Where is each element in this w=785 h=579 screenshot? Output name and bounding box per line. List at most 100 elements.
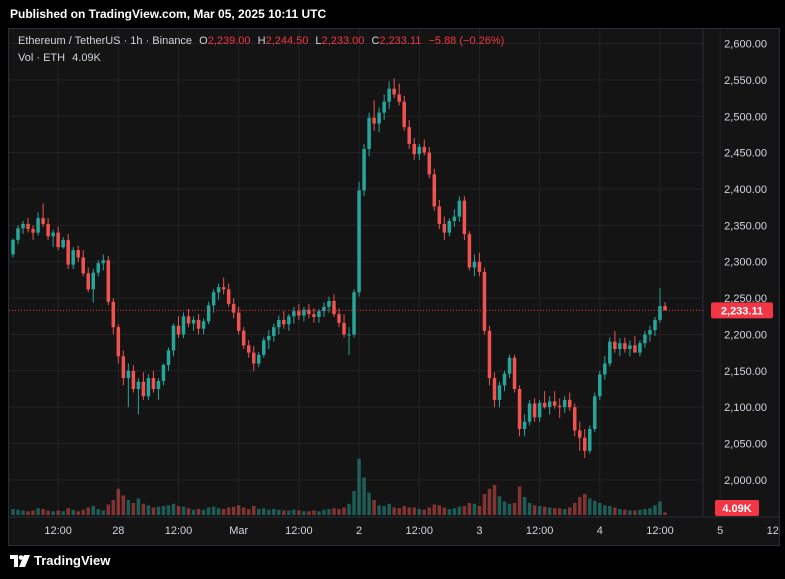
candle-body — [136, 381, 141, 389]
candle-body — [51, 232, 55, 237]
candle-body — [116, 327, 121, 357]
candle-body — [272, 327, 276, 336]
volume-bar — [201, 509, 206, 515]
volume-bar — [522, 497, 527, 515]
candle-body — [287, 316, 291, 325]
candle-body — [352, 292, 356, 335]
volume-bar — [86, 507, 90, 515]
candle-body — [186, 316, 191, 324]
candle-body — [196, 319, 201, 329]
volume-bar — [221, 509, 226, 515]
candle-body — [613, 341, 617, 349]
symbol-label[interactable]: Ethereum / TetherUS · 1h · Binance — [18, 35, 193, 47]
candle-body — [442, 223, 447, 233]
volume-bar — [216, 508, 221, 515]
candle-body — [131, 370, 136, 389]
candlestick-chart[interactable]: 2,600.00 2,550.00 2,500.00 2,450.00 2,400.00… — [9, 29, 779, 545]
candle-body — [633, 345, 637, 353]
x-tick-label: 12:00 — [405, 525, 433, 537]
volume-bar — [577, 497, 582, 515]
candle-body — [251, 352, 256, 364]
candle-body — [206, 305, 211, 322]
candle-body — [527, 403, 532, 422]
candle-body — [457, 200, 462, 217]
last-price-tag — [711, 302, 773, 319]
candle-body — [101, 260, 106, 264]
volume-bar — [176, 506, 181, 515]
candle-body — [507, 357, 512, 374]
candle-body — [312, 314, 316, 317]
y-tick-label: 2,050.00 — [724, 439, 767, 451]
x-tick-label: 5 — [717, 525, 723, 537]
volume-bar — [623, 509, 627, 515]
candle-body — [121, 356, 126, 379]
candle-body — [292, 311, 296, 317]
volume-bar — [277, 509, 281, 515]
candle-body — [226, 289, 231, 304]
y-tick-label: 2,150.00 — [724, 366, 767, 378]
candle-body — [407, 127, 411, 144]
volume-bar — [377, 505, 381, 515]
close-label: C — [371, 35, 380, 47]
volume-bar — [542, 506, 547, 515]
volume-bar — [367, 492, 371, 515]
candle-body — [397, 94, 401, 102]
y-tick-label: 2,200.00 — [724, 329, 767, 341]
volume-bar — [562, 509, 567, 515]
volume-bar — [332, 508, 336, 515]
volume-bar — [537, 506, 542, 515]
volume-bar — [251, 506, 256, 515]
volume-bar — [211, 506, 216, 515]
candle-body — [572, 407, 577, 431]
tradingview-branding[interactable]: TradingView — [10, 553, 110, 568]
candle-body — [387, 88, 391, 102]
candle-body — [337, 314, 341, 323]
candle-body — [382, 101, 386, 113]
volume-bar — [206, 507, 211, 515]
candle-body — [658, 306, 662, 320]
candle-body — [216, 287, 221, 293]
candle-body — [487, 330, 492, 379]
candle-body — [221, 287, 226, 290]
volume-bar — [262, 508, 266, 515]
y-tick-label: 2,400.00 — [724, 184, 767, 196]
candle-body — [593, 396, 597, 429]
volume-bar — [567, 507, 572, 515]
volume-bar — [412, 507, 416, 515]
volume-bar — [653, 505, 657, 515]
candle-body — [367, 117, 371, 149]
candle-body — [537, 402, 542, 418]
volume-bar — [267, 509, 271, 515]
candle-body — [598, 374, 602, 397]
volume-bar — [21, 510, 25, 515]
x-tick-label: 12:00 — [285, 525, 313, 537]
last-volume-label: 4.09K — [722, 503, 751, 515]
volume-bar — [287, 510, 291, 515]
candle-body — [462, 200, 467, 235]
volume-bar — [427, 507, 432, 515]
volume-bar — [146, 505, 151, 515]
brand-name: TradingView — [34, 553, 111, 568]
candle-body — [452, 216, 457, 221]
candle-body — [211, 292, 216, 306]
candle-body — [497, 385, 502, 400]
volume-bar — [236, 505, 241, 515]
candle-body — [317, 311, 321, 317]
candle-body — [171, 325, 176, 351]
volume-bar — [121, 495, 126, 515]
candle-body — [176, 325, 181, 335]
chart-frame[interactable]: 2,600.00 2,550.00 2,500.00 2,450.00 2,400.00… — [8, 28, 780, 546]
candle-body — [66, 239, 70, 265]
candle-body — [542, 402, 547, 408]
candle-body — [437, 206, 442, 224]
candle-body — [648, 330, 652, 335]
candle-body — [618, 343, 622, 349]
x-tick-label: Mar — [229, 525, 248, 537]
volume-bar — [462, 506, 467, 515]
volume-bar — [512, 503, 517, 515]
volume-bar — [638, 509, 642, 515]
volume-bar — [588, 498, 592, 515]
volume-bar — [392, 507, 396, 515]
candle-body — [161, 365, 166, 381]
candle-body — [623, 343, 627, 349]
